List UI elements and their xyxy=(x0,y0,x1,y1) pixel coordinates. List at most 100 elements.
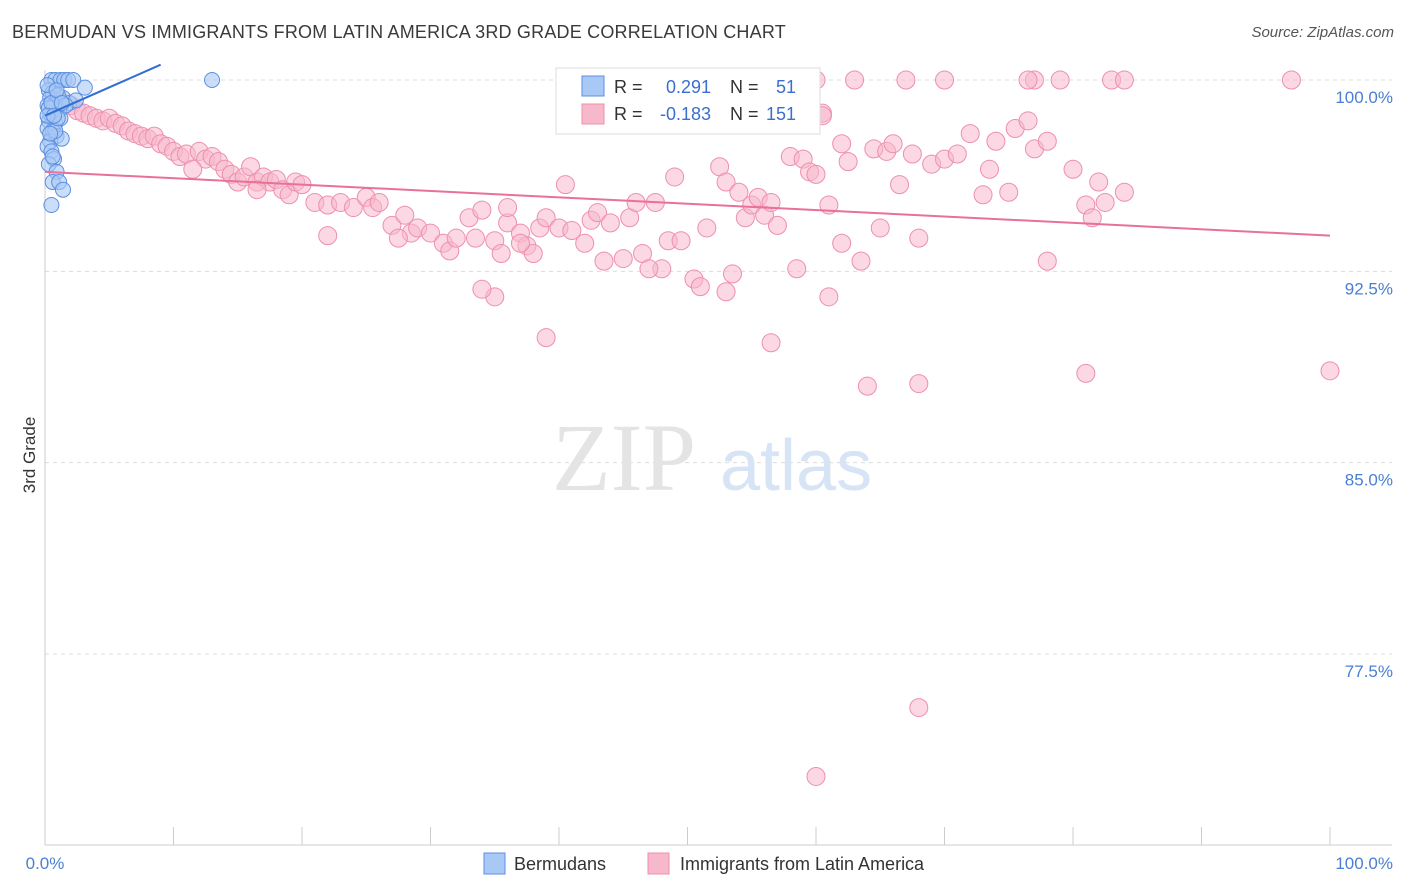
immigrants-point-123 xyxy=(1114,182,1134,202)
bottom-legend-pink-swatch xyxy=(647,852,670,875)
y-tick-label-0: 100.0% xyxy=(1335,88,1393,107)
immigrants-point-100 xyxy=(851,251,871,271)
immigrants-point-84 xyxy=(722,264,742,284)
y-tick-label-3: 77.5% xyxy=(1345,662,1393,681)
immigrants-point-130 xyxy=(1076,363,1096,383)
immigrants-point-117 xyxy=(1037,131,1057,151)
immigrants-point-120 xyxy=(1082,208,1102,228)
legend-r-value-2: -0.183 xyxy=(660,104,711,124)
immigrants-point-45 xyxy=(395,205,415,225)
immigrants-point-40 xyxy=(343,198,363,218)
immigrants-point-147 xyxy=(716,282,736,302)
immigrants-point-128 xyxy=(909,374,929,394)
immigrants-point-53 xyxy=(465,228,485,248)
immigrants-point-144 xyxy=(388,228,408,248)
legend-n-value-1: 51 xyxy=(776,77,796,97)
bermudans-trend-line xyxy=(44,63,162,117)
immigrants-point-121 xyxy=(1089,172,1109,192)
tick-labels: 100.0% 92.5% 85.0% 77.5% 0.0% 100.0% xyxy=(26,88,1393,873)
legend-r-label-1: R = xyxy=(614,77,643,97)
x-tick-label-1: 100.0% xyxy=(1335,854,1393,873)
legend-n-value-2: 151 xyxy=(766,104,796,124)
immigrants-point-43 xyxy=(369,192,389,212)
source-label: Source: ZipAtlas.com xyxy=(1251,24,1394,41)
legend-r-label-2: R = xyxy=(614,104,643,124)
immigrants-point-54 xyxy=(472,200,492,220)
y-axis-title: 3rd Grade xyxy=(20,417,39,494)
immigrants-point-132 xyxy=(806,766,826,786)
immigrants-point-68 xyxy=(588,203,608,223)
x-tick-label-0: 0.0% xyxy=(26,854,65,873)
bottom-legend-immigrants: Immigrants from Latin America xyxy=(680,854,925,874)
immigrants-point-113 xyxy=(999,182,1019,202)
bermudans-point-32 xyxy=(54,181,71,198)
immigrants-point-160 xyxy=(935,70,954,90)
immigrants-point-118 xyxy=(1063,159,1083,179)
immigrants-point-135 xyxy=(857,376,877,396)
immigrants-point-158 xyxy=(1018,70,1038,90)
immigrants-point-60 xyxy=(523,243,543,263)
immigrants-point-98 xyxy=(832,233,852,253)
immigrants-point-110 xyxy=(973,185,993,205)
immigrants-point-137 xyxy=(902,144,922,164)
immigrants-point-81 xyxy=(697,218,717,238)
immigrants-point-70 xyxy=(613,249,633,269)
immigrants-point-56 xyxy=(491,243,511,263)
chart-title: BERMUDAN VS IMMIGRANTS FROM LATIN AMERIC… xyxy=(12,22,786,42)
watermark-atlas: atlas xyxy=(720,426,872,506)
series-bermudans-points xyxy=(39,72,221,214)
immigrants-point-146 xyxy=(594,251,614,271)
bermudans-point-33 xyxy=(43,197,60,214)
immigrants-point-51 xyxy=(446,228,466,248)
legend-r-value-1: 0.291 xyxy=(666,77,711,97)
legend-pink-swatch xyxy=(581,103,605,125)
immigrants-point-69 xyxy=(600,213,620,233)
immigrants-point-103 xyxy=(883,134,903,154)
immigrants-point-125 xyxy=(536,328,556,348)
watermark: ZIP atlas xyxy=(552,404,872,511)
immigrants-point-64 xyxy=(555,175,575,195)
series-immigrants-points xyxy=(48,70,1340,786)
immigrants-point-140 xyxy=(498,198,518,218)
bottom-legend: Bermudans Immigrants from Latin America xyxy=(483,852,925,875)
immigrants-point-112 xyxy=(986,131,1006,151)
immigrants-point-136 xyxy=(870,218,890,238)
watermark-zip: ZIP xyxy=(552,404,696,511)
axes xyxy=(44,70,1392,846)
immigrants-point-139 xyxy=(639,259,659,279)
bermudans-point-34 xyxy=(204,72,221,88)
immigrants-point-155 xyxy=(1114,70,1134,90)
bermudans-point-45 xyxy=(44,148,61,165)
immigrants-point-142 xyxy=(247,180,267,200)
immigrants-point-95 xyxy=(806,164,826,184)
immigrants-point-80 xyxy=(690,277,710,297)
bermudans-point-5 xyxy=(65,72,82,88)
legend: R = 0.291 N = 51 R = -0.183 N = 151 xyxy=(555,67,821,135)
immigrants-point-145 xyxy=(472,279,492,299)
immigrants-point-141 xyxy=(183,159,203,179)
immigrants-point-97 xyxy=(819,195,839,215)
immigrants-point-108 xyxy=(947,144,967,164)
immigrants-point-143 xyxy=(318,226,338,246)
immigrants-point-151 xyxy=(896,70,916,90)
immigrants-point-99 xyxy=(838,152,858,172)
immigrants-point-78 xyxy=(671,231,691,251)
bermudans-point-44 xyxy=(42,125,59,142)
immigrants-point-149 xyxy=(510,233,530,253)
immigrants-point-150 xyxy=(845,70,865,90)
immigrants-point-65 xyxy=(562,221,582,241)
immigrants-point-109 xyxy=(960,124,980,144)
immigrants-point-127 xyxy=(819,287,839,307)
immigrants-point-85 xyxy=(729,182,749,202)
y-tick-label-2: 85.0% xyxy=(1345,471,1393,490)
immigrants-point-83 xyxy=(716,172,736,192)
immigrants-point-91 xyxy=(767,215,787,235)
legend-n-label-2: N = xyxy=(730,104,759,124)
legend-blue-swatch xyxy=(581,75,605,97)
immigrants-point-148 xyxy=(787,259,807,279)
immigrants-point-156 xyxy=(1281,70,1301,90)
legend-n-label-1: N = xyxy=(730,77,759,97)
immigrants-point-62 xyxy=(536,208,556,228)
immigrants-point-77 xyxy=(665,167,685,187)
